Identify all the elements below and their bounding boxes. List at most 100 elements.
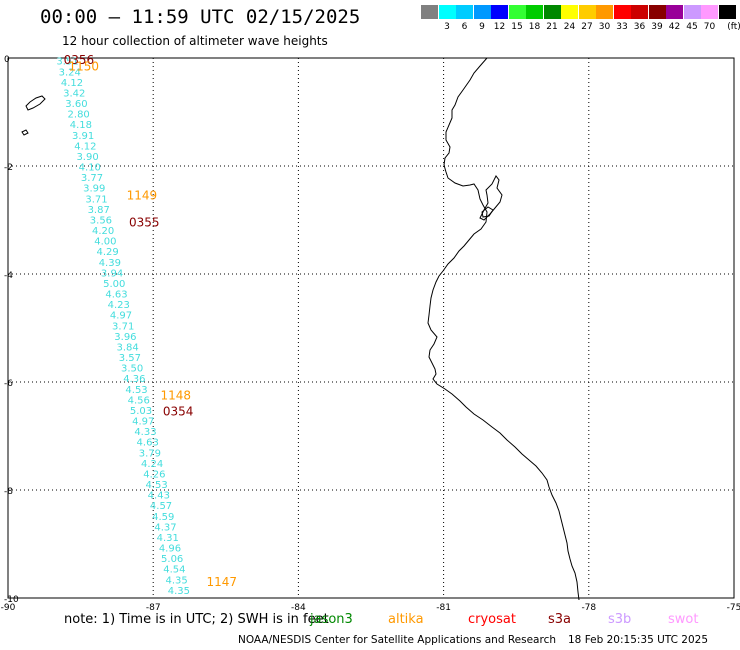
swh-value-label: 3.94 (101, 268, 123, 279)
legend-label: 12 (493, 22, 506, 32)
legend-label: 36 (633, 22, 646, 32)
legend-swatch (613, 5, 631, 19)
lat-tick-label: -4 (4, 271, 13, 281)
legend-swatch (561, 5, 578, 19)
pass-time-label: 0355 (129, 216, 160, 230)
swh-value-label: 4.31 (157, 533, 179, 544)
legend-label: 45 (686, 22, 698, 32)
mission-s3b: s3b (608, 612, 632, 627)
lat-tick-label: 0 (4, 55, 10, 65)
swh-value-label: 4.43 (148, 491, 170, 502)
pass-time-label: 1150 (69, 60, 100, 74)
swh-value-label: 4.97 (132, 417, 154, 428)
legend-swatch (648, 5, 666, 19)
swh-value-label: 3.71 (112, 321, 134, 332)
swh-value-label: 4.23 (108, 300, 130, 311)
legend-swatch (491, 5, 508, 19)
mission-altika: altika (388, 612, 424, 627)
legend-label: 9 (479, 22, 485, 32)
swh-value-label: 4.97 (110, 311, 132, 322)
swh-value-label: 3.79 (139, 448, 161, 459)
swh-value-label: 4.53 (145, 480, 167, 491)
legend-label: 30 (598, 22, 611, 32)
legend-swatch (683, 5, 701, 19)
swh-value-label: 2.80 (68, 110, 90, 121)
legend-swatch (701, 5, 718, 19)
swh-value-label: 3.60 (65, 99, 87, 110)
mission-cryosat: cryosat (468, 612, 516, 627)
lat-tick-label: -2 (4, 163, 13, 173)
swh-value-label: 4.36 (123, 374, 145, 385)
swh-value-label: 4.20 (92, 226, 114, 237)
legend-label: 42 (668, 22, 681, 32)
swh-value-label: 4.57 (150, 501, 172, 512)
swh-value-label: 4.37 (154, 522, 176, 533)
swh-value-label: 3.77 (81, 173, 103, 184)
legend-label: 27 (581, 22, 593, 32)
swh-value-label: 3.90 (76, 152, 98, 163)
legend-label: 33 (616, 22, 628, 32)
swh-value-label: 4.00 (94, 237, 116, 248)
swh-value-label: 5.03 (130, 406, 152, 417)
mission-s3a: s3a (548, 612, 572, 627)
swh-value-label: 4.33 (134, 427, 156, 438)
swh-value-label: 3.99 (83, 184, 105, 195)
lon-tick-label: -78 (581, 603, 596, 613)
legend-swatch (718, 5, 736, 19)
mission-swot: swot (668, 612, 699, 627)
swh-value-label: 4.29 (96, 247, 118, 258)
legend-swatch (508, 5, 526, 19)
pass-time-label: 1147 (206, 575, 237, 589)
altimeter-track: 3.513.244.123.423.602.804.183.914.123.90… (56, 57, 190, 597)
swh-value-label: 4.96 (159, 544, 181, 555)
legend-swatch (473, 5, 491, 19)
lon-tick-label: -84 (291, 603, 306, 613)
coastline-gulf-inlet (479, 175, 503, 221)
lat-tick-label: -6 (4, 379, 13, 389)
legend-swatch (578, 5, 596, 19)
map-frame (7, 57, 735, 599)
swh-value-label: 4.35 (168, 586, 190, 597)
swh-value-label: 5.06 (161, 554, 183, 565)
swh-value-label: 3.71 (85, 194, 107, 205)
swh-value-label: 4.26 (143, 469, 165, 480)
swh-value-label: 4.53 (125, 385, 147, 396)
footer-note: note: 1) Time is in UTC; 2) SWH is in fe… (64, 612, 329, 627)
pass-time-label: 1148 (160, 389, 191, 403)
legend-swatch (526, 5, 543, 19)
swh-value-label: 3.57 (119, 353, 141, 364)
island-puna (481, 206, 494, 218)
swh-value-label: 4.12 (61, 78, 83, 89)
pass-time-label: 0356 (64, 53, 95, 67)
coastline (21, 57, 580, 601)
legend-label: 18 (528, 22, 541, 32)
coastline-mainland (427, 57, 580, 601)
swh-value-label: 3.50 (121, 364, 143, 375)
pass-time-label: 1149 (127, 189, 158, 203)
swh-value-label: 3.51 (56, 57, 78, 68)
legend-label: 24 (563, 22, 576, 32)
lon-tick-label: -87 (146, 603, 161, 613)
swh-value-label: 4.59 (152, 512, 174, 523)
swh-value-label: 4.18 (70, 120, 92, 131)
swh-value-label: 4.39 (99, 258, 121, 269)
swh-value-label: 3.96 (114, 332, 136, 343)
swh-value-label: 4.56 (128, 395, 150, 406)
swh-value-label: 4.12 (74, 141, 96, 152)
legend-swatch (543, 5, 561, 19)
legend-label: 15 (511, 22, 523, 32)
legend-unit: (ft) (727, 22, 740, 32)
pass-time-label: 0354 (163, 405, 194, 419)
legend-swatch (596, 5, 613, 19)
swh-value-label: 4.63 (137, 438, 159, 449)
swh-value-label: 3.87 (88, 205, 110, 216)
graticule: -90 -87 -84 -81 -78 -75 0 -2 -4 -6 -8 -10 (1, 55, 740, 613)
island-galapagos-main (25, 95, 46, 111)
swh-value-label: 3.56 (90, 215, 112, 226)
legend-swatch (421, 5, 438, 19)
lon-tick-label: -81 (436, 603, 451, 613)
swh-value-label: 4.54 (163, 565, 185, 576)
legend-swatch (438, 5, 456, 19)
